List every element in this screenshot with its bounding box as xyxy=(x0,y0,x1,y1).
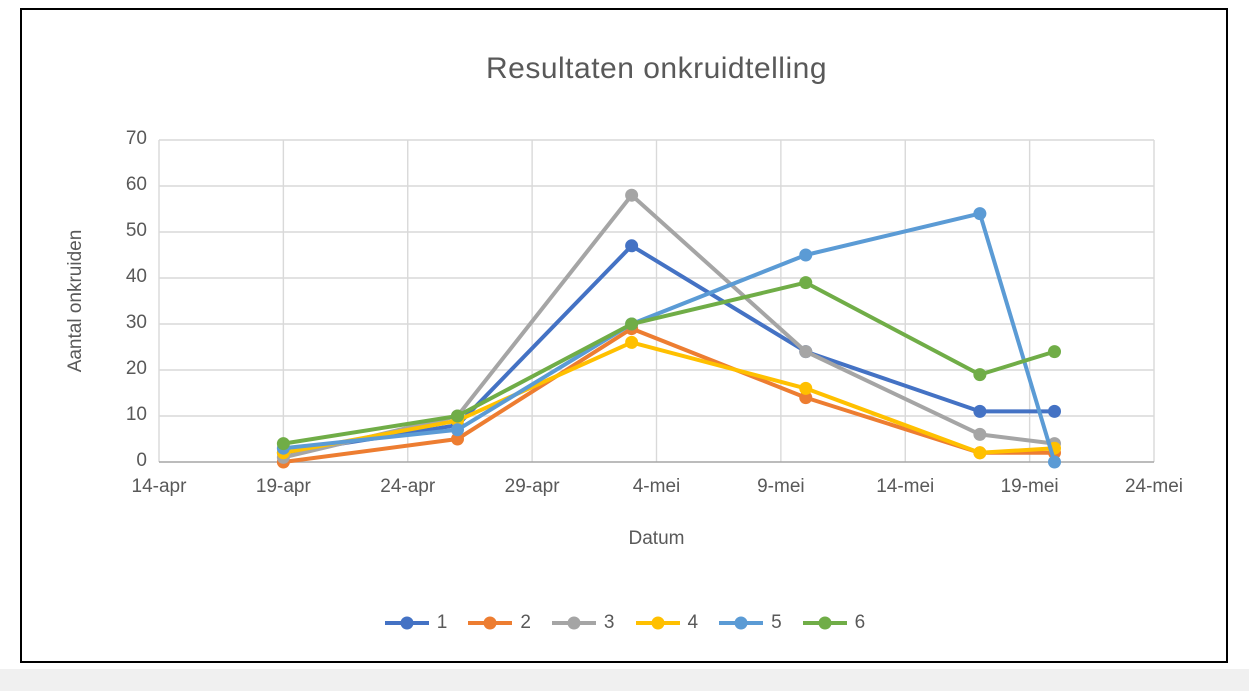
x-tick-label: 19-apr xyxy=(255,476,311,497)
legend-item-5: 5 xyxy=(718,612,782,634)
legend-item-6: 6 xyxy=(802,612,866,634)
data-point-marker-series-5 xyxy=(973,207,987,221)
data-point-marker-series-4 xyxy=(799,381,813,395)
legend-label: 3 xyxy=(603,612,615,633)
legend-item-4: 4 xyxy=(635,612,699,634)
x-tick-label: 14-mei xyxy=(876,476,935,497)
data-point-marker-series-1 xyxy=(1048,404,1061,418)
y-tick-label: 0 xyxy=(136,450,147,471)
x-tick-label: 9-mei xyxy=(757,476,805,497)
series-line-5 xyxy=(281,211,1057,464)
y-tick-label: 30 xyxy=(125,312,147,333)
data-point-marker-series-5 xyxy=(1048,455,1061,469)
legend-label: 1 xyxy=(436,612,448,633)
legend-label: 4 xyxy=(687,612,699,633)
data-point-marker-series-2 xyxy=(799,391,813,405)
data-point-marker-series-3 xyxy=(973,427,987,441)
data-point-marker-series-6 xyxy=(451,409,464,423)
bottom-strip xyxy=(0,669,1249,691)
legend-line-marker-icon xyxy=(384,616,429,630)
legend-label: 6 xyxy=(854,612,866,633)
series-line-4 xyxy=(281,340,1057,455)
legend-label: 5 xyxy=(771,612,782,633)
y-tick-label: 20 xyxy=(125,358,147,379)
legend-line-marker-icon xyxy=(719,616,764,630)
data-point-marker-series-4 xyxy=(973,446,987,460)
x-tick-label: 4-mei xyxy=(632,476,681,497)
data-point-marker-series-6 xyxy=(973,368,987,382)
x-tick-label: 14-apr xyxy=(131,476,187,497)
data-point-marker-series-5 xyxy=(451,423,464,437)
data-point-marker-series-5 xyxy=(799,248,813,262)
x-tick-label: 29-apr xyxy=(504,476,560,497)
legend-item-3: 3 xyxy=(551,612,615,634)
chart-legend: 1 2 3 4 5 6 xyxy=(0,612,1249,634)
series-line-6 xyxy=(281,280,1057,446)
data-point-marker-series-2 xyxy=(451,432,464,446)
legend-line-marker-icon xyxy=(635,616,680,630)
y-tick-label: 50 xyxy=(125,220,147,241)
legend-line-marker-icon xyxy=(802,616,847,630)
data-point-marker-series-6 xyxy=(799,276,813,290)
legend-label: 2 xyxy=(520,612,531,633)
x-tick-label: 24-apr xyxy=(380,476,436,497)
data-point-marker-series-3 xyxy=(625,188,639,202)
series-line-1 xyxy=(281,243,1057,455)
x-tick-label: 24-mei xyxy=(1124,476,1184,497)
legend-item-2: 2 xyxy=(467,612,531,634)
data-point-marker-series-1 xyxy=(625,239,639,253)
data-point-marker-series-6 xyxy=(1048,345,1061,359)
legend-line-marker-icon xyxy=(551,616,596,630)
series-line-3 xyxy=(281,193,1057,460)
chart-title: Resultaten onkruidtelling xyxy=(485,52,828,85)
y-axis-title: Aantal onkruiden xyxy=(65,229,86,373)
data-point-marker-series-6 xyxy=(276,437,290,451)
y-tick-label: 10 xyxy=(125,404,147,425)
x-axis-title: Datum xyxy=(628,528,685,549)
y-tick-label: 70 xyxy=(125,128,147,149)
y-tick-label: 60 xyxy=(125,174,147,195)
data-point-marker-series-3 xyxy=(799,345,813,359)
data-point-marker-series-1 xyxy=(973,404,987,418)
data-point-marker-series-4 xyxy=(625,335,639,349)
legend-item-1: 1 xyxy=(384,612,448,634)
y-tick-label: 40 xyxy=(125,266,147,287)
legend-line-marker-icon xyxy=(468,616,513,630)
x-tick-label: 19-mei xyxy=(1000,476,1059,497)
data-point-marker-series-6 xyxy=(625,317,639,331)
